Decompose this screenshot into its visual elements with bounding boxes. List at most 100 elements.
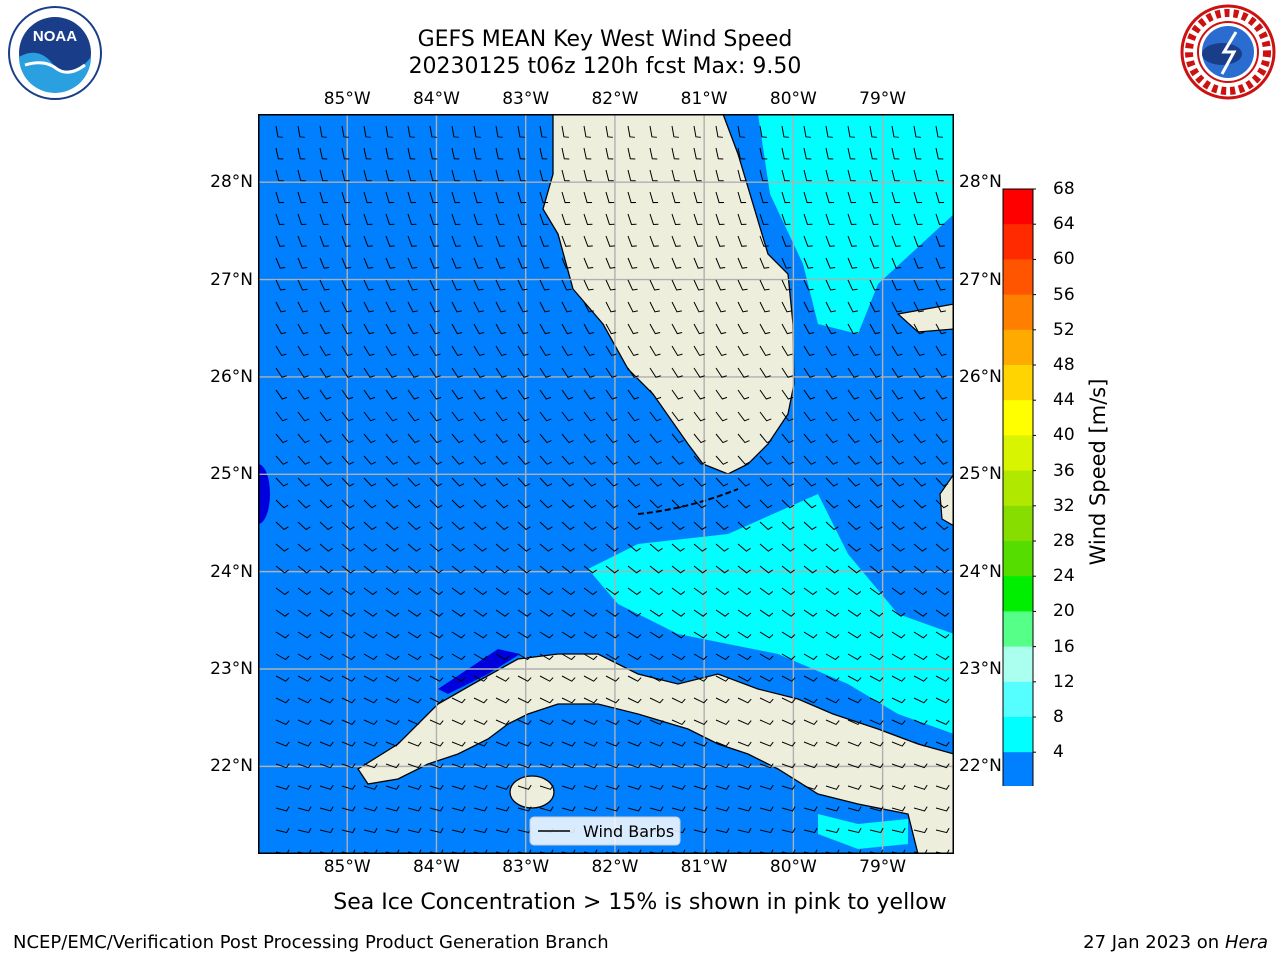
wind-barb bbox=[429, 213, 439, 225]
wind-barb bbox=[605, 741, 620, 747]
wind-barb bbox=[605, 565, 619, 574]
wind-barb bbox=[935, 367, 947, 378]
wind-barb bbox=[429, 565, 443, 574]
wind-barb bbox=[561, 169, 570, 182]
wind-barb bbox=[319, 367, 331, 378]
wind-barb bbox=[605, 784, 620, 790]
wind-barb bbox=[495, 543, 509, 552]
wind-barb bbox=[671, 411, 684, 422]
colorbar bbox=[1002, 188, 1036, 786]
wind-barb bbox=[891, 806, 906, 812]
wind-barb bbox=[297, 169, 306, 182]
land-florida bbox=[542, 114, 795, 475]
wind-barb bbox=[385, 213, 395, 225]
wind-barb bbox=[671, 455, 684, 465]
wind-barb bbox=[759, 763, 774, 769]
wind-barb bbox=[517, 323, 529, 335]
wind-barb bbox=[341, 653, 356, 661]
wind-barb bbox=[451, 697, 466, 704]
wind-barb bbox=[297, 609, 312, 617]
wind-barb bbox=[341, 455, 354, 465]
wind-barb bbox=[693, 806, 708, 812]
wind-barb bbox=[429, 784, 444, 790]
colorbar-tick-label: 64 bbox=[1053, 214, 1075, 235]
wind-barb bbox=[737, 784, 752, 790]
wind-barb bbox=[605, 169, 614, 182]
wind-barb bbox=[341, 521, 355, 531]
wind-barb bbox=[341, 741, 356, 747]
wind-barb bbox=[935, 213, 945, 225]
wind-barb bbox=[825, 125, 833, 138]
wind-barb bbox=[649, 345, 661, 357]
lon-label-bottom: 79°W bbox=[859, 857, 907, 877]
wind-barb bbox=[825, 455, 838, 465]
wind-barb bbox=[583, 675, 598, 682]
wind-barb bbox=[869, 433, 882, 444]
wind-barb bbox=[407, 345, 419, 357]
wind-barb bbox=[825, 279, 836, 291]
wind-barb bbox=[671, 609, 686, 617]
wind-barb bbox=[627, 675, 642, 682]
wind-barb bbox=[451, 784, 466, 790]
wind-barb bbox=[693, 697, 708, 704]
wind-barbs bbox=[275, 125, 950, 854]
wind-barb bbox=[407, 125, 415, 138]
wind-barb bbox=[649, 213, 659, 225]
wind-barb bbox=[935, 235, 945, 247]
wind-barb bbox=[495, 631, 510, 639]
wind-barb bbox=[803, 806, 818, 812]
wind-barb bbox=[847, 587, 862, 596]
wind-barb bbox=[275, 257, 286, 269]
wind-barb bbox=[715, 477, 729, 487]
wind-barb bbox=[341, 784, 356, 790]
wind-barb bbox=[363, 784, 378, 790]
wind-barb bbox=[627, 389, 640, 400]
wind-barb bbox=[913, 719, 928, 726]
wind-barb bbox=[517, 784, 532, 790]
wind-barb bbox=[693, 147, 702, 160]
wind-barb bbox=[473, 609, 488, 617]
wind-barb bbox=[583, 543, 597, 552]
wind-barb bbox=[737, 587, 752, 596]
wind-barb bbox=[627, 169, 636, 182]
wind-barb bbox=[561, 675, 576, 682]
wind-barb bbox=[627, 806, 642, 812]
wind-barb bbox=[759, 631, 774, 639]
wind-barb bbox=[583, 763, 598, 769]
wind-barb bbox=[759, 675, 774, 682]
wind-barb bbox=[627, 543, 641, 552]
wind-barb bbox=[781, 477, 795, 487]
wind-barb bbox=[715, 345, 727, 357]
lat-label-left: 23°N bbox=[210, 659, 253, 679]
wind-barb bbox=[319, 125, 327, 138]
wind-barb bbox=[297, 719, 312, 726]
wind-barb bbox=[913, 565, 927, 574]
wind-barb bbox=[363, 763, 378, 769]
wind-barb bbox=[319, 719, 334, 726]
lat-label-right: 23°N bbox=[959, 659, 1002, 679]
wind-barb bbox=[517, 235, 527, 247]
wind-barb bbox=[407, 389, 420, 400]
wind-barb bbox=[429, 455, 442, 465]
wind-barb bbox=[803, 257, 814, 269]
wind-barb bbox=[363, 323, 375, 335]
wind-barb bbox=[517, 433, 530, 444]
wind-barb bbox=[781, 323, 793, 335]
wind-barb bbox=[561, 301, 572, 313]
wind-barb bbox=[583, 345, 595, 357]
wind-barb bbox=[781, 235, 791, 247]
wind-barb bbox=[671, 631, 686, 639]
wind-barb bbox=[473, 719, 488, 726]
wind-barb bbox=[693, 213, 703, 225]
wind-barb bbox=[935, 433, 948, 444]
wind-barb bbox=[473, 279, 484, 291]
wind-barb bbox=[605, 653, 620, 661]
colorbar-tick-label: 56 bbox=[1053, 284, 1075, 305]
wind-barb bbox=[781, 806, 796, 812]
wind-barb bbox=[451, 477, 465, 487]
wind-barb bbox=[913, 147, 922, 160]
wind-barb bbox=[781, 521, 795, 531]
wind-barb bbox=[341, 763, 356, 769]
wind-barb bbox=[451, 147, 460, 160]
wind-barb bbox=[935, 191, 945, 204]
